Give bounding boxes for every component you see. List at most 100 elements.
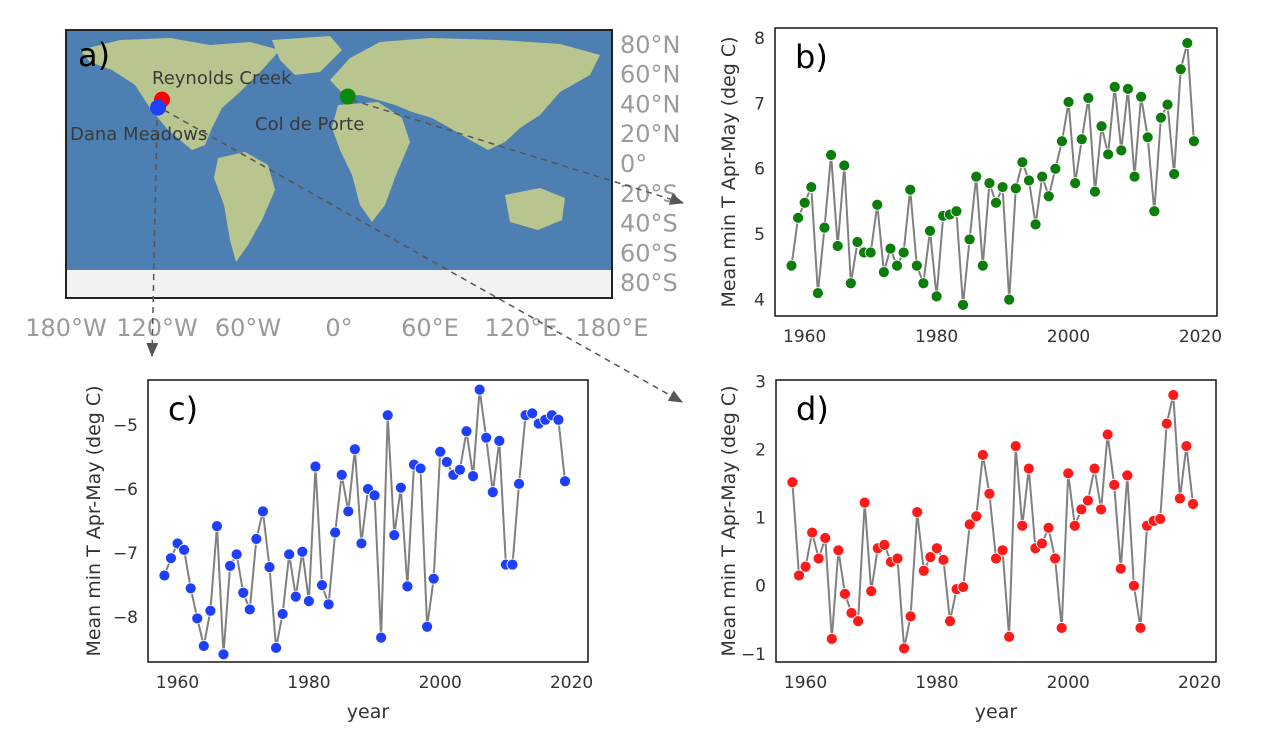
x-tick-label: 1960 [783,327,826,347]
x-tick-label: 1960 [784,673,827,693]
data-point [322,598,335,611]
data-point [1069,177,1082,190]
data-point [1036,537,1048,550]
data-point [1016,519,1029,532]
data-point [454,463,466,476]
data-point [832,544,845,557]
data-point [440,456,453,468]
chart-panel-d: 1960 1980 2000 2020 −1 0 1 2 3 year Mean min T Apr… [718,372,1221,723]
data-point [798,196,811,209]
data-point [1075,503,1088,516]
data-point [263,561,276,574]
data-point [276,608,289,620]
data-point [1075,133,1088,146]
map-land [66,36,612,298]
map-lon-tick-label: 0° [325,314,352,342]
australia-shape [505,188,565,230]
y-tick-label: 0 [755,577,766,597]
data-point [1167,389,1180,401]
map-lon-ticks: 180°W 120°W 60°W 0° 60°E 120°E 180°E [25,314,648,342]
x-axis-label: year [347,701,390,723]
data-point [1023,174,1035,187]
panel-label: d) [796,390,829,428]
data-point [950,205,963,218]
data-point [394,481,407,494]
data-point [819,532,832,544]
data-point [1173,492,1186,505]
data-point [1154,513,1167,525]
data-point [818,221,831,234]
y-tick-label: 2 [755,440,766,460]
data-point [191,612,204,625]
map-panel-label: a) [78,36,110,74]
data-point [865,585,878,598]
data-point [348,443,361,456]
y-tick-label: 1 [755,509,766,529]
data-point [963,233,976,246]
data-point [1003,293,1016,306]
data-point [930,290,943,303]
chart-panel-c: 1960 1980 2000 2020 −8 −7 −6 −5 year Mean min T A… [83,379,593,723]
data-point [1122,82,1134,95]
y-axis-label: Mean min T Apr-May (deg C) [83,385,105,656]
y-tick-label: 3 [755,372,766,392]
greenland-shape [272,36,342,75]
map-lon-tick-label: 120°E [485,314,558,342]
data-point [1180,440,1193,452]
map-lon-tick-label: 180°W [25,314,107,342]
series-line [791,394,1194,649]
data-point [1161,98,1174,111]
data-point [1148,205,1161,218]
data-point [427,572,440,585]
data-point [204,604,217,617]
data-point [963,518,976,531]
y-tick-label: −1 [741,645,766,665]
data-point [851,236,864,248]
data-point [434,445,447,458]
arrow-to-panel-d [163,109,683,403]
data-point [806,526,819,539]
data-point [786,476,799,489]
data-point [1062,467,1075,480]
data-point [342,505,355,518]
data-point [237,586,250,599]
y-tick-label: −7 [113,544,138,564]
data-point [1168,168,1181,180]
data-point [983,177,996,190]
data-point [785,259,798,272]
panel-label: c) [168,390,198,428]
eurasia-shape [330,38,600,150]
data-point [1016,156,1029,169]
map-lat-tick-label: 80°N [620,31,681,59]
data-point [283,548,296,561]
data-point [1141,131,1154,144]
data-point [559,475,571,488]
data-point [309,460,322,473]
data-point [844,277,857,290]
y-tick-label: 7 [754,94,765,114]
data-point [996,544,1009,557]
data-point [230,548,243,561]
data-point [805,181,818,193]
y-tick-label: 8 [754,29,765,49]
data-point [158,569,171,582]
data-point [898,642,910,655]
data-point [1134,622,1147,634]
data-point [891,259,903,272]
map-lon-tick-label: 120°W [116,314,198,342]
data-point [983,487,996,500]
data-point [513,477,525,490]
data-point [1181,37,1194,49]
data-point [1036,170,1049,183]
y-axis-label: Mean min T Apr-May (deg C) [718,36,740,307]
data-point [957,581,970,593]
data-point [1160,417,1173,430]
data-point [1155,111,1167,124]
plot-frame [147,379,589,663]
data-point [486,486,499,499]
data-point [897,246,910,259]
data-point [877,266,890,279]
data-point [911,506,924,519]
data-point [1056,135,1068,148]
data-point [811,287,824,299]
